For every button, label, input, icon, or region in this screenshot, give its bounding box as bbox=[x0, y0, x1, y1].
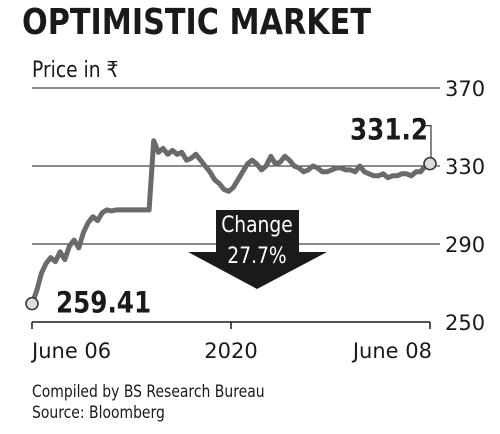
x-ticks: June 06 2020 June 08 bbox=[30, 322, 432, 363]
price-series-line bbox=[29, 138, 433, 307]
x-tick-label: 2020 bbox=[204, 339, 257, 363]
compiled-by: Compiled by BS Research Bureau bbox=[32, 382, 265, 402]
change-label: Change bbox=[221, 212, 293, 238]
change-arrow-shape bbox=[188, 210, 327, 289]
y-tick-label: 290 bbox=[445, 233, 485, 257]
end-value-label: 331.2 bbox=[350, 114, 428, 147]
end-value-leader bbox=[424, 125, 432, 158]
start-point-marker bbox=[25, 296, 39, 311]
start-value-label: 259.41 bbox=[56, 287, 151, 320]
y-tick-label: 370 bbox=[445, 77, 485, 101]
y-tick-label: 250 bbox=[445, 311, 485, 335]
source-credit: Source: Bloomberg bbox=[32, 403, 165, 423]
chart-title: OPTIMISTIC MARKET bbox=[22, 2, 371, 43]
y-tick-labels: 250 290 330 370 bbox=[445, 77, 485, 335]
y-tick-label: 330 bbox=[445, 155, 485, 179]
change-arrow: Change 27.7% bbox=[188, 210, 327, 289]
x-tick-label: June 08 bbox=[351, 339, 432, 363]
y-axis-label: Price in ₹ bbox=[32, 58, 119, 83]
change-value: 27.7% bbox=[227, 243, 286, 269]
end-point-marker bbox=[423, 156, 437, 171]
x-tick-label: June 06 bbox=[30, 339, 111, 363]
